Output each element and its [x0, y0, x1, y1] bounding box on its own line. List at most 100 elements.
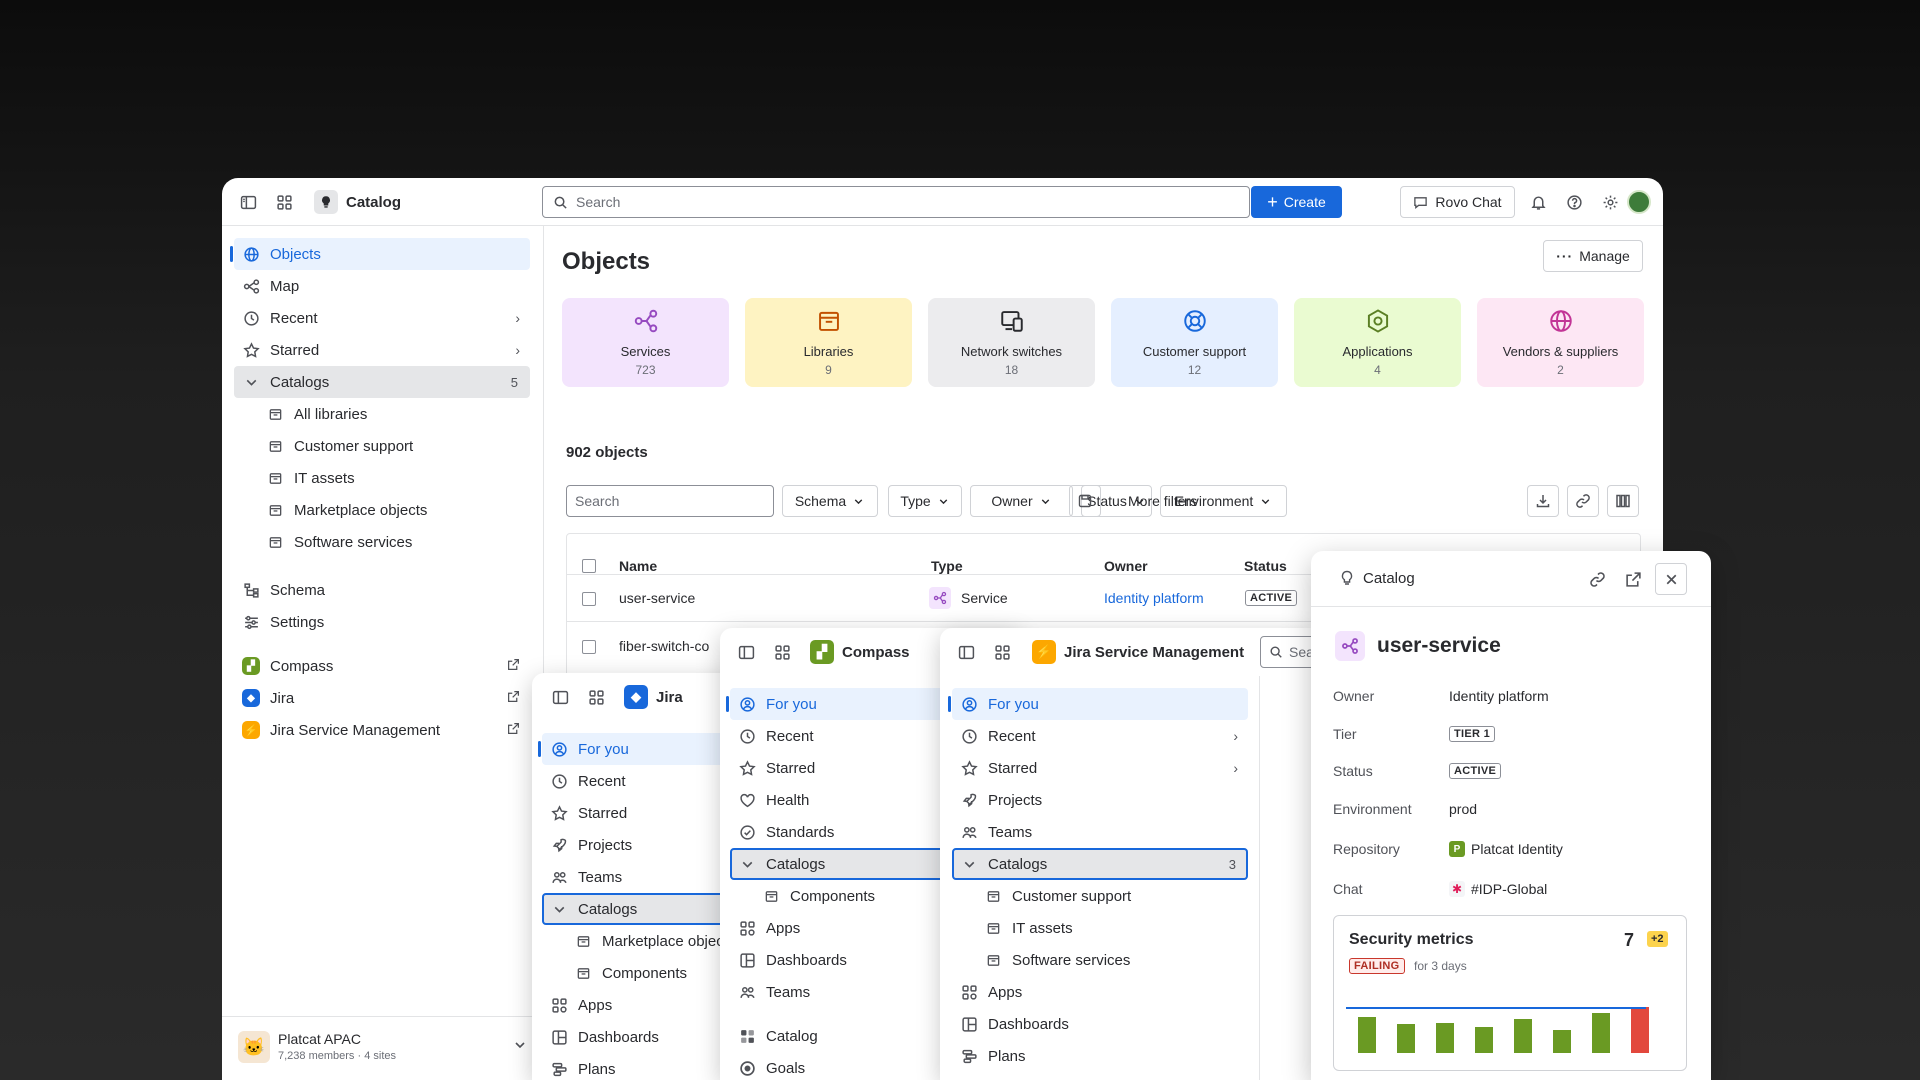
row-name[interactable]: fiber-switch-co: [619, 638, 710, 654]
sidebar-app-compass[interactable]: ▞ Compass: [234, 650, 530, 682]
sidebar-item-catalog-child[interactable]: IT assets: [258, 462, 530, 494]
row-checkbox[interactable]: [582, 640, 596, 654]
table-row[interactable]: user-service Service Identity platform A…: [567, 575, 1640, 622]
jsm-nav-catalog-child[interactable]: Customer support: [976, 880, 1248, 912]
app-switcher-icon[interactable]: [988, 638, 1016, 666]
sidebar-item-schema[interactable]: Schema: [234, 574, 530, 606]
jsm-nav-item[interactable]: Starred ›: [952, 752, 1248, 784]
compass-nav-item[interactable]: Starred: [730, 752, 1020, 784]
settings-gear-icon[interactable]: [1596, 188, 1624, 216]
sidebar-item-catalogs[interactable]: Catalogs 5: [234, 366, 530, 398]
download-button[interactable]: [1527, 485, 1559, 517]
columns-button[interactable]: [1607, 485, 1639, 517]
compass-nav-item[interactable]: Dashboards: [730, 944, 1020, 976]
chat-link[interactable]: ✱ #IDP-Global: [1449, 881, 1547, 897]
jira-nav-item[interactable]: Plans: [542, 1053, 832, 1080]
close-icon[interactable]: [1655, 563, 1687, 595]
compass-nav-item[interactable]: Recent: [730, 720, 1020, 752]
category-card[interactable]: Customer support 12: [1111, 298, 1278, 387]
jira-nav-item[interactable]: Teams: [542, 861, 832, 893]
sidebar-item-catalog-child[interactable]: Software services: [258, 526, 530, 558]
sidebar-item-settings[interactable]: Settings: [234, 606, 530, 638]
copy-link-button[interactable]: [1567, 485, 1599, 517]
filter-dropdown-type[interactable]: Type: [888, 485, 962, 517]
app-switcher-icon[interactable]: [582, 683, 610, 711]
repository-link[interactable]: P Platcat Identity: [1449, 841, 1563, 857]
app-switcher-icon[interactable]: [270, 188, 298, 216]
sidebar-toggle-icon[interactable]: [732, 638, 760, 666]
compass-nav-item[interactable]: Health: [730, 784, 1020, 816]
jsm-nav-catalog-child[interactable]: IT assets: [976, 912, 1248, 944]
filter-dropdown-owner[interactable]: Owner: [970, 485, 1073, 517]
jsm-nav-item[interactable]: For you: [948, 688, 1248, 720]
compass-nav-item[interactable]: Teams: [730, 976, 1020, 1008]
jsm-search-input[interactable]: Sea: [1260, 636, 1312, 668]
filter-dropdown-environment[interactable]: Environment: [1160, 485, 1287, 517]
sidebar-item-catalog-child[interactable]: Marketplace objects: [258, 494, 530, 526]
sidebar-app-jsm[interactable]: ⚡ Jira Service Management: [234, 714, 530, 746]
row-owner-link[interactable]: Identity platform: [1104, 590, 1204, 606]
column-header-type[interactable]: Type: [931, 558, 963, 574]
row-name[interactable]: user-service: [619, 590, 696, 606]
sidebar-item-starred[interactable]: Starred ›: [234, 334, 530, 366]
jira-nav-item[interactable]: Dashboards: [542, 1021, 832, 1053]
compass-nav-item[interactable]: Goals: [730, 1052, 1020, 1080]
compass-nav-catalog-child[interactable]: Components: [754, 880, 1020, 912]
category-card[interactable]: Vendors & suppliers 2: [1477, 298, 1644, 387]
jsm-nav-catalog-child[interactable]: Software services: [976, 944, 1248, 976]
sidebar-item-objects[interactable]: Objects: [230, 238, 530, 270]
jsm-nav-item[interactable]: Plans: [952, 1040, 1248, 1072]
filter-dropdown-status[interactable]: Status: [1081, 485, 1152, 517]
sidebar-item-recent[interactable]: Recent ›: [234, 302, 530, 334]
rovo-chat-button[interactable]: Rovo Chat: [1400, 186, 1515, 218]
category-card[interactable]: Applications 4: [1294, 298, 1461, 387]
create-button[interactable]: + Create: [1251, 186, 1342, 218]
sidebar-toggle-icon[interactable]: [546, 683, 574, 711]
row-checkbox[interactable]: [582, 592, 596, 606]
category-card[interactable]: Network switches 18: [928, 298, 1095, 387]
external-link-icon[interactable]: [1619, 565, 1647, 593]
sidebar-item-map[interactable]: Map: [234, 270, 530, 302]
jsm-nav-item[interactable]: Teams: [952, 816, 1248, 848]
owner-value[interactable]: Identity platform: [1449, 688, 1549, 704]
jira-nav-catalog-child[interactable]: Components: [566, 957, 832, 989]
column-header-owner[interactable]: Owner: [1104, 558, 1148, 574]
jira-logo[interactable]: ◆ Jira: [624, 685, 683, 709]
category-card[interactable]: Libraries 9: [745, 298, 912, 387]
sidebar-item-catalog-child[interactable]: Customer support: [258, 430, 530, 462]
filter-search-input[interactable]: Search: [566, 485, 774, 517]
jsm-logo[interactable]: ⚡ Jira Service Management: [1032, 640, 1244, 664]
column-header-status[interactable]: Status: [1244, 558, 1287, 574]
workspace-switcher[interactable]: 🐱 Platcat APAC 7,238 members · 4 sites: [222, 1016, 544, 1080]
sidebar-toggle-icon[interactable]: [952, 638, 980, 666]
sidebar-item-catalog-child[interactable]: All libraries: [258, 398, 530, 430]
jsm-nav-item[interactable]: Projects: [952, 784, 1248, 816]
compass-nav-item[interactable]: Apps: [730, 912, 1020, 944]
jsm-nav-item[interactable]: Apps: [952, 976, 1248, 1008]
jira-nav-item[interactable]: Projects: [542, 829, 832, 861]
jira-nav-item[interactable]: Recent: [542, 765, 832, 797]
more-filters-button[interactable]: More filters: [1128, 493, 1198, 509]
category-card[interactable]: Services 723: [562, 298, 729, 387]
sidebar-app-jira[interactable]: ◆ Jira: [234, 682, 530, 714]
jira-nav-catalog-child[interactable]: Marketplace objec: [566, 925, 832, 957]
save-view-button[interactable]: [1069, 485, 1101, 517]
notifications-icon[interactable]: [1524, 188, 1552, 216]
jira-nav-item[interactable]: Starred: [542, 797, 832, 829]
compass-nav-item[interactable]: Standards: [730, 816, 1020, 848]
manage-button[interactable]: ··· Manage: [1543, 240, 1643, 272]
jira-nav-item[interactable]: Apps: [542, 989, 832, 1021]
app-logo[interactable]: Catalog: [314, 190, 401, 214]
security-metrics-card[interactable]: Security metrics 7 +2 FAILING for 3 days: [1333, 915, 1687, 1071]
filter-dropdown-schema[interactable]: Schema: [782, 485, 878, 517]
jsm-nav-item[interactable]: Dashboards: [952, 1008, 1248, 1040]
column-header-name[interactable]: Name: [619, 558, 658, 574]
select-all-checkbox[interactable]: [582, 559, 596, 573]
sidebar-toggle-icon[interactable]: [234, 188, 262, 216]
global-search-input[interactable]: Search: [542, 186, 1250, 218]
user-avatar[interactable]: [1627, 190, 1651, 214]
jsm-nav-item[interactable]: Recent ›: [952, 720, 1248, 752]
compass-logo[interactable]: ▞ Compass: [810, 640, 910, 664]
help-icon[interactable]: [1560, 188, 1588, 216]
link-icon[interactable]: [1583, 565, 1611, 593]
